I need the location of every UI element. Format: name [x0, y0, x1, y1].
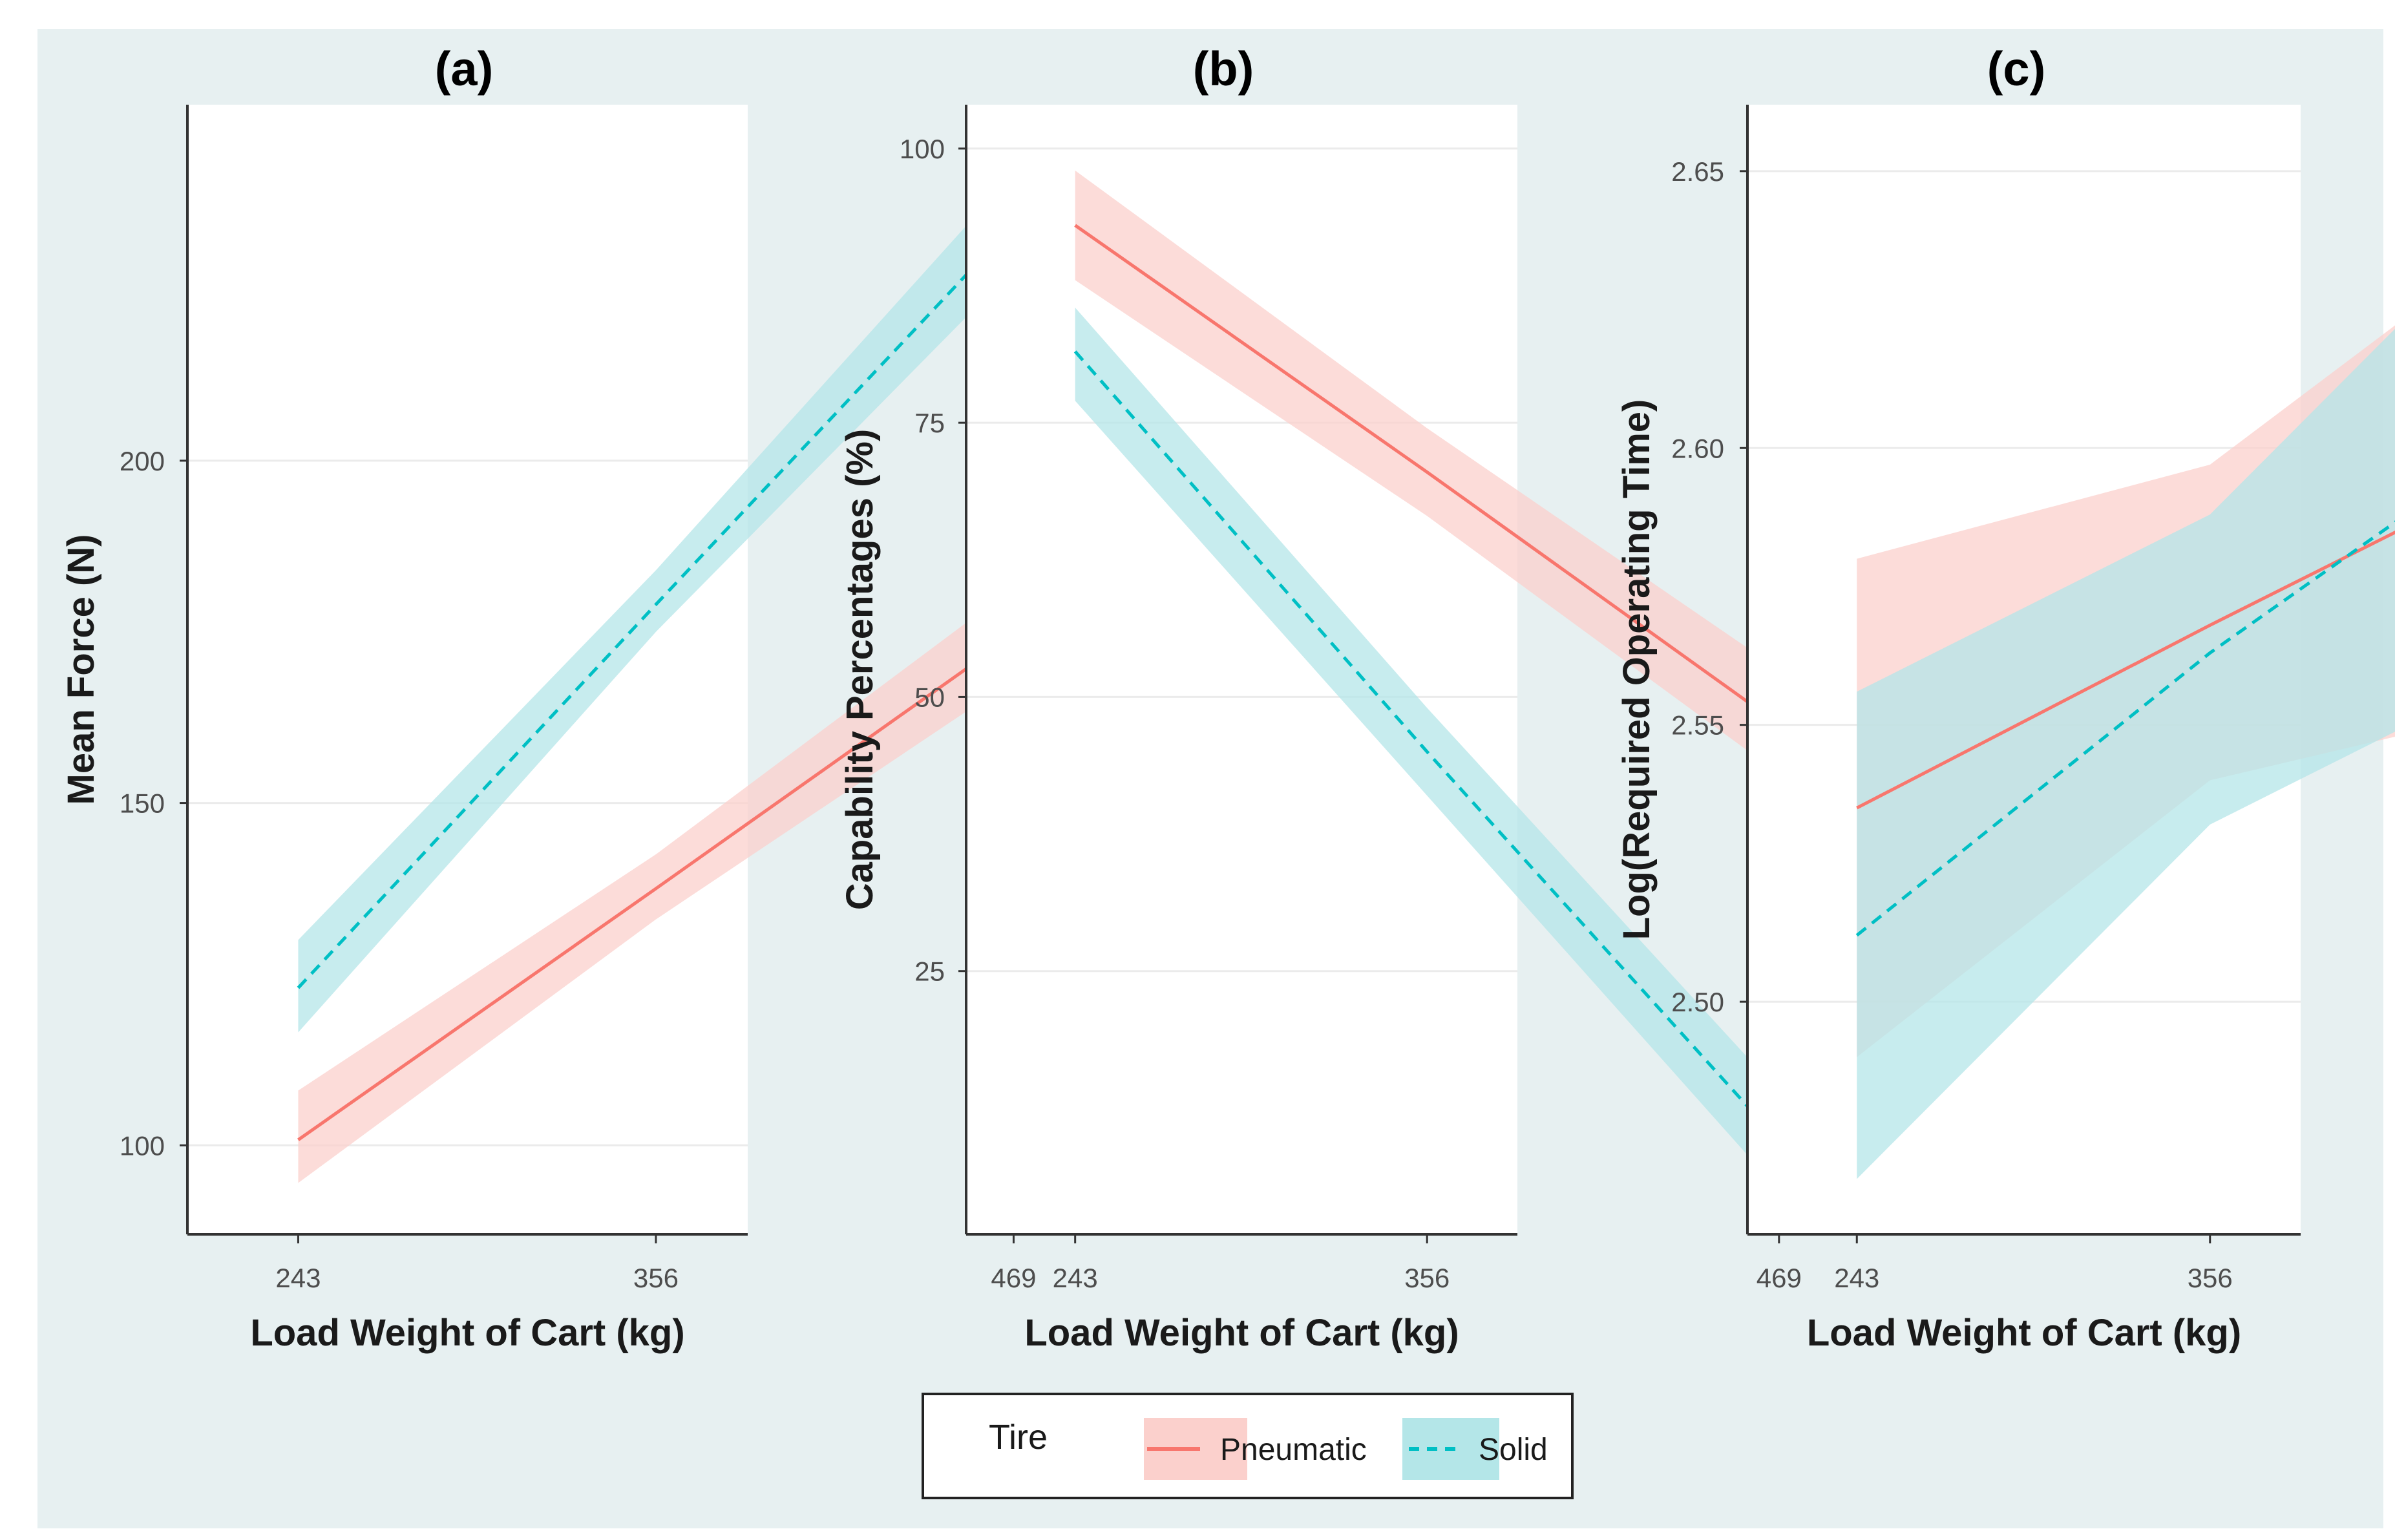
x-tick-label: 469 [1757, 1263, 1802, 1293]
series-line-solid [1855, 520, 2395, 937]
y-axis-title: Capability Percentages (%) [839, 429, 881, 911]
y-tick-label: 150 [120, 788, 165, 819]
x-tick-label: 356 [1404, 1263, 1450, 1293]
legend-title: Tire [989, 1418, 1048, 1457]
legend-label-solid: Solid [1479, 1433, 1548, 1467]
y-axis-title: Log(Required Operating Time) [1616, 399, 1658, 940]
panel-title: (b) [1193, 42, 1254, 96]
x-tick-label: 469 [991, 1263, 1036, 1293]
x-axis-title: Load Weight of Cart (kg) [250, 1312, 684, 1354]
legend: Tire Pneumatic Solid [922, 1393, 1574, 1499]
plot-area [966, 105, 1517, 1234]
x-tick-label: 356 [2188, 1263, 2233, 1293]
series-line-solid [1073, 350, 1780, 1143]
y-tick-label: 50 [914, 682, 945, 712]
y-tick-label: 100 [120, 1130, 165, 1161]
panel-title: (a) [435, 42, 493, 96]
x-axis-title: Load Weight of Cart (kg) [1807, 1312, 2241, 1354]
plot-area [187, 105, 748, 1234]
confidence-band-pneumatic [298, 587, 1014, 1183]
series-line-pneumatic [1856, 531, 2395, 810]
y-tick-label: 2.50 [1671, 987, 1724, 1017]
y-tick-label: 200 [120, 446, 165, 476]
x-tick-label: 243 [275, 1263, 321, 1293]
x-tick-label: 243 [1834, 1263, 1879, 1293]
series-line-solid [297, 223, 1015, 989]
y-tick-label: 2.60 [1671, 433, 1724, 463]
y-tick-label: 75 [914, 408, 945, 438]
y-tick-label: 25 [914, 956, 945, 987]
y-axis-title: Mean Force (N) [60, 534, 102, 805]
series-line-pneumatic [1074, 224, 1780, 726]
confidence-band-solid [1075, 307, 1779, 1191]
x-axis-title: Load Weight of Cart (kg) [1024, 1312, 1459, 1354]
x-tick-label: 243 [1053, 1263, 1098, 1293]
series-line-pneumatic [297, 633, 1015, 1141]
y-tick-label: 2.65 [1671, 156, 1724, 187]
x-tick-label: 356 [633, 1263, 679, 1293]
y-tick-label: 100 [900, 134, 945, 164]
confidence-band-solid [1857, 328, 2395, 1179]
chart-panel-2: 25 50 75 100 243 356 469 Load Weight of Cart (k… [839, 42, 1802, 1354]
chart-panel-1: 100 150 200 243 356 469 Load Weight of Cart (k… [60, 42, 1036, 1354]
panel-title: (c) [1987, 42, 2045, 96]
y-tick-label: 2.55 [1671, 710, 1724, 741]
legend-label-pneumatic: Pneumatic [1220, 1433, 1367, 1467]
